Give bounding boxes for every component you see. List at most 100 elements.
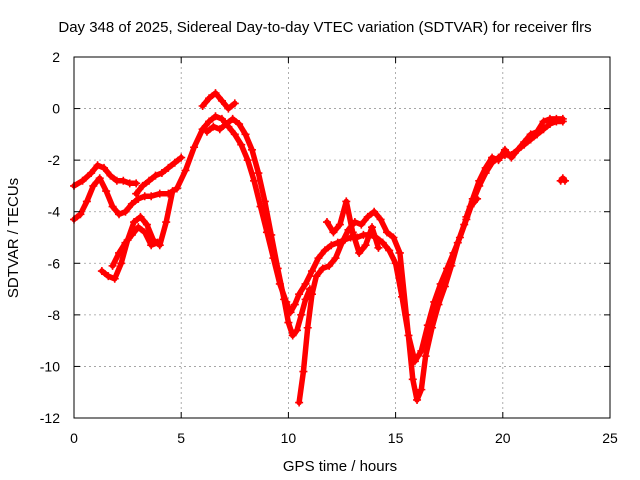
data-point: [417, 385, 426, 394]
data-point: [134, 223, 143, 232]
series-trace: [133, 154, 184, 197]
data-point: [357, 220, 366, 229]
data-point: [104, 272, 113, 281]
data-point: [147, 192, 156, 201]
data-point: [100, 163, 109, 172]
data-point: [121, 207, 130, 216]
data-point: [243, 156, 252, 165]
data-point: [205, 117, 214, 126]
data-point: [140, 228, 149, 237]
data-point: [475, 176, 484, 185]
data-point: [132, 189, 141, 198]
data-point: [217, 96, 226, 105]
data-point: [481, 163, 490, 172]
data-point: [520, 138, 529, 147]
data-point: [325, 261, 334, 270]
data-point: [539, 117, 548, 126]
data-series: [97, 187, 177, 283]
data-point: [78, 176, 87, 185]
series-trace: [199, 90, 238, 112]
data-point: [102, 187, 111, 196]
series-trace: [71, 162, 139, 189]
data-point: [172, 184, 181, 193]
data-point: [108, 202, 117, 211]
data-point: [198, 101, 207, 110]
data-point: [318, 264, 327, 273]
y-tick-label: -2: [48, 152, 61, 168]
y-tick-label: -8: [48, 307, 61, 323]
data-point: [526, 130, 535, 139]
series-trace: [296, 196, 480, 406]
data-point: [408, 375, 417, 384]
x-tick-label: 25: [602, 430, 618, 446]
y-tick-label: 2: [52, 49, 60, 65]
data-point: [303, 323, 312, 332]
data-point: [130, 218, 139, 227]
data-point: [209, 122, 218, 131]
data-point: [468, 194, 477, 203]
y-tick-label: 0: [52, 101, 60, 117]
data-point: [89, 181, 98, 190]
plot-frame: [73, 56, 611, 419]
data-point: [500, 145, 509, 154]
data-point: [488, 153, 497, 162]
data-point: [87, 169, 96, 178]
ticks: [73, 56, 611, 419]
data-point: [348, 228, 357, 237]
data-point: [205, 94, 214, 103]
y-tick-label: -4: [48, 204, 61, 220]
data-point: [370, 207, 379, 216]
data-point: [447, 261, 456, 270]
data-series: [132, 153, 186, 198]
series-trace: [109, 224, 161, 269]
data-point: [288, 331, 297, 340]
data-point: [121, 238, 130, 247]
data-point: [513, 145, 522, 154]
data-point: [211, 89, 220, 98]
data-point: [157, 169, 166, 178]
data-point: [106, 171, 115, 180]
data-point: [222, 120, 231, 129]
data-point: [560, 176, 569, 185]
data-point: [138, 181, 147, 190]
data-point: [115, 248, 124, 257]
x-tick-label: 0: [70, 430, 78, 446]
data-series: [556, 174, 569, 185]
x-tick-label: 20: [495, 430, 511, 446]
y-axis-title: SDTVAR / TECUs: [5, 178, 22, 298]
data-point: [301, 279, 310, 288]
data-point: [177, 153, 186, 162]
x-tick-label: 5: [177, 430, 185, 446]
data-point: [250, 176, 259, 185]
data-point: [230, 130, 239, 139]
data-point: [230, 99, 239, 108]
data-point: [363, 212, 372, 221]
x-tick-label: 15: [388, 430, 404, 446]
data-point: [202, 127, 211, 136]
data-point: [389, 233, 398, 242]
series-trace: [463, 116, 566, 220]
gridlines: [74, 57, 610, 418]
data-point: [395, 248, 404, 257]
data-point: [211, 112, 220, 121]
data-point: [312, 272, 321, 281]
data-point: [322, 218, 331, 227]
data-point: [198, 125, 207, 134]
data-point: [162, 218, 171, 227]
chart-title: Day 348 of 2025, Sidereal Day-to-day VTE…: [58, 19, 591, 36]
data-point: [170, 158, 179, 167]
data-series: [108, 223, 162, 270]
data-point: [374, 243, 383, 252]
data-point: [260, 197, 269, 206]
data-point: [558, 114, 567, 123]
data-point: [217, 114, 226, 123]
data-point: [108, 261, 117, 270]
x-tick-label: 10: [281, 430, 297, 446]
data-point: [434, 300, 443, 309]
x-axis-title: GPS time / hours: [283, 458, 397, 475]
data-series: [202, 114, 314, 340]
data-point: [533, 127, 542, 136]
data-point: [428, 323, 437, 332]
data-point: [168, 187, 177, 196]
